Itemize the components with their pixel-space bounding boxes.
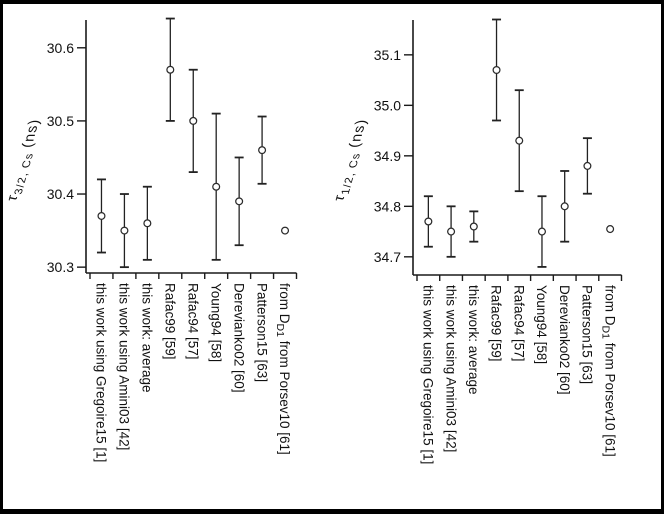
data-point [446, 205, 456, 258]
data-point-marker [143, 219, 152, 228]
data-point-marker [583, 161, 592, 170]
data-point-marker [212, 182, 221, 191]
category-label: this work using Amini03 [42] [117, 283, 132, 450]
category-label: this work: average [466, 285, 481, 395]
y-axis-label: τ3/2, Cs (ns) [4, 119, 46, 201]
category-label: from DD1 from Porsev10 [61] [274, 283, 292, 455]
data-point-marker [189, 116, 198, 125]
data-point [257, 115, 267, 185]
data-point [211, 112, 221, 261]
data-point [165, 17, 175, 122]
category-label: this work using Gregoire15 [1] [94, 283, 109, 462]
data-point-marker [281, 226, 290, 235]
data-point [537, 195, 547, 268]
y-tick-label: 30.5 [47, 113, 74, 129]
data-point-marker [606, 225, 615, 234]
y-axis-label: τ1/2, Cs (ns) [331, 119, 373, 201]
data-point-marker [537, 227, 546, 236]
data-point [281, 226, 290, 235]
category-label: this work using Amini03 [42] [443, 285, 458, 452]
data-point [469, 210, 479, 243]
category-label: Rafac99 [59] [163, 283, 178, 360]
category-label: Derevianko02 [60] [231, 283, 246, 393]
data-point-marker [120, 226, 129, 235]
data-point [582, 137, 592, 195]
data-point [96, 178, 106, 254]
y-tick-label: 30.3 [47, 259, 74, 275]
data-point [492, 18, 502, 122]
data-point-marker [166, 65, 175, 74]
y-tick-label: 34.7 [374, 249, 401, 265]
data-point [423, 195, 433, 248]
category-label: Patterson15 [63] [580, 285, 595, 384]
data-point [234, 156, 244, 247]
data-point [560, 170, 570, 243]
category-label: from DD1 from Porsev10 [61] [599, 285, 617, 457]
category-label: Rafac94 [57] [512, 285, 527, 362]
data-point-marker [258, 146, 267, 155]
category-label: Young94 [58] [208, 283, 223, 362]
data-point-marker [235, 197, 244, 206]
y-tick-label: 34.8 [374, 198, 401, 214]
category-label: Patterson15 [63] [254, 283, 269, 382]
y-tick-label: 30.6 [47, 40, 74, 56]
data-point [606, 225, 615, 234]
data-point-marker [424, 217, 433, 226]
tau-3-2-Cs-lifetime-plot: 30.3 30.4 30.5 30.6 this work using Gregoire… [4, 17, 298, 462]
tau-1-2-Cs-lifetime-plot: 34.7 34.8 34.9 35.0 35.1 this work using Greg… [331, 18, 623, 464]
y-tick-label: 35.0 [374, 97, 401, 113]
data-point [188, 68, 198, 173]
data-point [514, 89, 524, 193]
data-point-marker [560, 202, 569, 211]
data-point-marker [447, 227, 456, 236]
data-point-marker [97, 211, 106, 220]
data-point [142, 185, 152, 261]
category-label: this work: average [140, 283, 155, 393]
category-label: Rafac99 [59] [489, 285, 504, 362]
y-tick-label: 30.4 [47, 186, 74, 202]
y-tick-label: 34.9 [374, 148, 401, 164]
y-tick-label: 35.1 [374, 47, 401, 63]
category-label: Rafac94 [57] [185, 283, 200, 360]
data-point-marker [469, 222, 478, 231]
data-point-marker [492, 65, 501, 75]
data-point [119, 193, 129, 269]
data-point-marker [515, 136, 524, 145]
category-label: Young94 [58] [534, 285, 549, 364]
category-label: this work using Gregoire15 [1] [421, 285, 436, 464]
category-label: Derevianko02 [60] [557, 285, 572, 395]
